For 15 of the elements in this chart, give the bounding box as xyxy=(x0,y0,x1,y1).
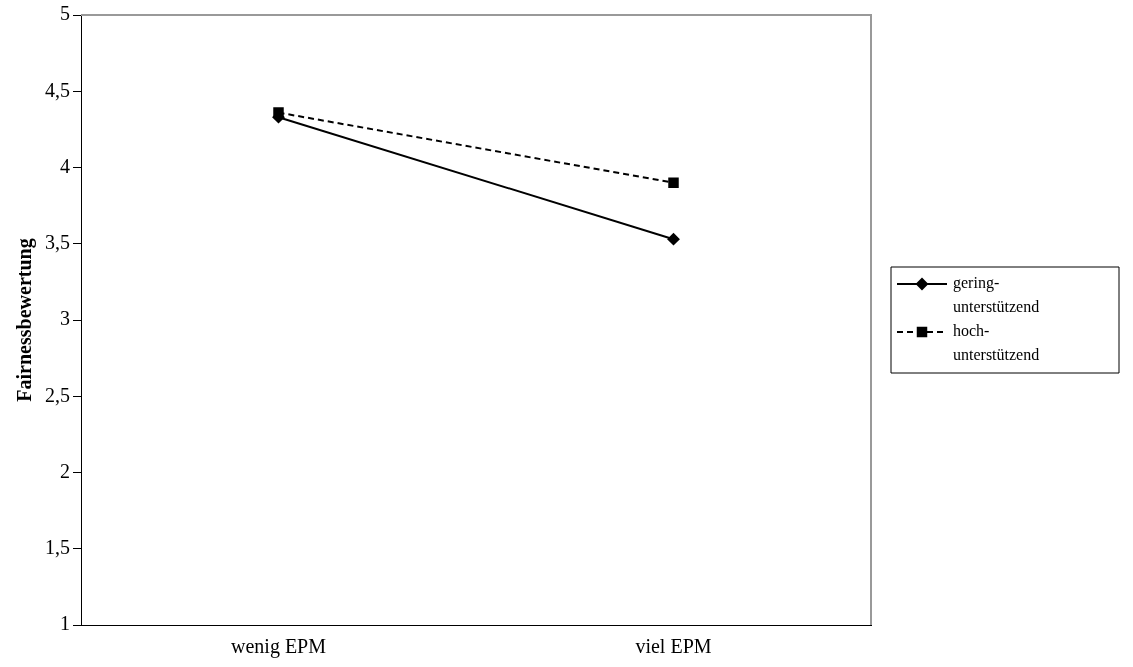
y-tick-label: 4,5 xyxy=(45,78,70,101)
x-tick-label: viel EPM xyxy=(635,635,712,658)
y-tick-label: 1 xyxy=(60,612,70,635)
y-tick-label: 2,5 xyxy=(45,383,70,406)
legend-label: hoch-unterstützend xyxy=(953,322,1040,364)
point xyxy=(667,233,680,246)
x-tick-label: wenig EPM xyxy=(231,635,327,659)
y-tick-label: 4 xyxy=(60,154,70,177)
y-tick-label: 1,5 xyxy=(45,536,70,558)
y-tick-label: 5 xyxy=(60,2,70,25)
y-tick-label: 3 xyxy=(60,307,70,330)
point xyxy=(668,177,679,188)
y-axis-title: Fairnessbewertung xyxy=(13,238,37,402)
y-tick-label: 2 xyxy=(60,459,70,482)
y-tick-label: 3,5 xyxy=(45,231,70,253)
